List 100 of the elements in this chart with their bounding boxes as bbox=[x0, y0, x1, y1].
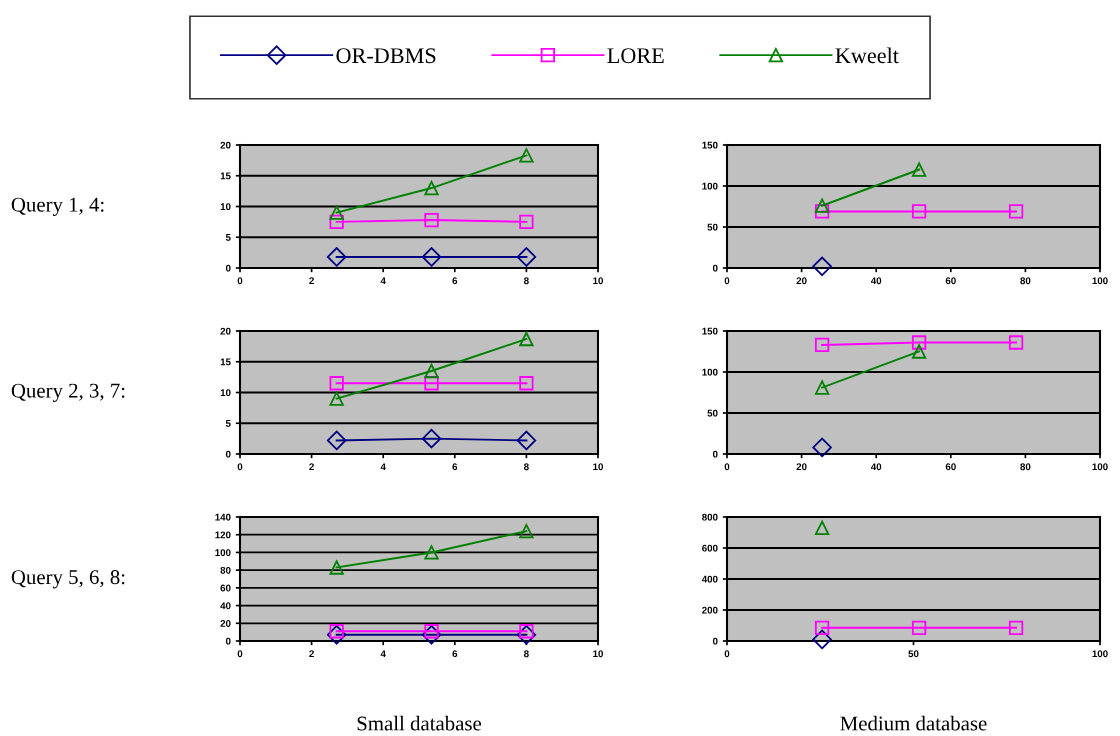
y-tick-label: 200 bbox=[702, 606, 718, 614]
x-tick-label: 10 bbox=[593, 650, 604, 658]
x-tick-label: 80 bbox=[1020, 277, 1031, 285]
point bbox=[326, 430, 347, 451]
y-tick-label: 140 bbox=[215, 513, 231, 521]
x-tick-label: 2 bbox=[309, 650, 314, 658]
x-tick-label: 0 bbox=[237, 650, 243, 658]
x-tick-label: 40 bbox=[870, 277, 882, 285]
x-tick-label: 0 bbox=[724, 277, 730, 285]
y-tick-label: 150 bbox=[702, 141, 718, 149]
point bbox=[329, 214, 344, 230]
x-axis-title: Medium database bbox=[840, 715, 987, 731]
y-axis-title: Query 1, 4: bbox=[11, 197, 104, 216]
x-tick-label: 6 bbox=[452, 463, 458, 471]
point bbox=[516, 247, 537, 267]
point bbox=[814, 520, 830, 536]
y-tick-label: 5 bbox=[225, 420, 231, 427]
y-tick-label: 600 bbox=[702, 544, 718, 552]
y-tick-label: 0 bbox=[225, 637, 231, 645]
point bbox=[424, 624, 439, 639]
point bbox=[812, 437, 832, 458]
y-tick-label: 100 bbox=[702, 182, 718, 190]
y-axis-title: Query 2, 3, 7: bbox=[11, 383, 125, 402]
x-tick-label: 6 bbox=[452, 650, 458, 658]
point bbox=[329, 391, 344, 406]
x-tick-label: 80 bbox=[1020, 463, 1031, 471]
y-tick-label: 0 bbox=[712, 264, 718, 272]
legend-label: OR-DBMS bbox=[336, 48, 436, 64]
point bbox=[814, 204, 830, 219]
x-tick-label: 2 bbox=[309, 277, 314, 285]
point bbox=[814, 380, 830, 395]
y-tick-label: 400 bbox=[701, 575, 718, 583]
point bbox=[421, 247, 442, 267]
point bbox=[814, 620, 830, 635]
x-tick-label: 4 bbox=[380, 463, 386, 471]
point bbox=[812, 629, 832, 650]
y-tick-label: 0 bbox=[712, 637, 718, 645]
x-tick-label: 60 bbox=[945, 463, 956, 471]
x-tick-label: 20 bbox=[796, 463, 807, 471]
point bbox=[329, 205, 344, 220]
point bbox=[1008, 204, 1024, 219]
y-tick-label: 50 bbox=[707, 223, 718, 231]
y-tick-label: 15 bbox=[220, 172, 231, 180]
point bbox=[1008, 335, 1024, 350]
x-tick-label: 8 bbox=[524, 463, 529, 471]
point bbox=[329, 560, 344, 575]
x-tick-label: 10 bbox=[593, 277, 604, 285]
x-tick-label: 4 bbox=[380, 650, 386, 658]
point bbox=[516, 625, 537, 645]
x-tick-label: 50 bbox=[908, 650, 919, 658]
y-tick-label: 15 bbox=[220, 358, 231, 366]
x-tick-label: 4 bbox=[380, 277, 386, 285]
point bbox=[424, 545, 439, 560]
y-tick-label: 150 bbox=[702, 327, 718, 335]
y-tick-label: 80 bbox=[220, 566, 231, 574]
point bbox=[424, 363, 439, 379]
y-tick-label: 20 bbox=[220, 620, 231, 627]
point bbox=[812, 256, 832, 277]
x-tick-label: 0 bbox=[237, 463, 243, 471]
point bbox=[519, 214, 534, 230]
point bbox=[519, 148, 534, 163]
point bbox=[911, 620, 927, 635]
point bbox=[519, 524, 534, 539]
point bbox=[424, 180, 439, 196]
y-tick-label: 20 bbox=[220, 141, 231, 149]
point bbox=[421, 428, 442, 449]
x-tick-label: 10 bbox=[593, 463, 604, 471]
x-tick-label: 40 bbox=[870, 463, 882, 471]
x-tick-label: 100 bbox=[1092, 277, 1108, 285]
x-tick-label: 2 bbox=[309, 463, 314, 471]
x-tick-label: 100 bbox=[1092, 463, 1108, 471]
point bbox=[424, 212, 439, 228]
point bbox=[1008, 620, 1024, 635]
y-tick-label: 10 bbox=[220, 389, 231, 397]
y-tick-label: 60 bbox=[220, 584, 231, 592]
y-tick-label: 5 bbox=[225, 234, 231, 241]
y-axis-title: Query 5, 6, 8: bbox=[11, 570, 125, 589]
x-tick-label: 0 bbox=[724, 463, 730, 471]
x-tick-label: 100 bbox=[1092, 650, 1108, 658]
y-tick-label: 100 bbox=[215, 549, 231, 557]
point bbox=[329, 376, 344, 391]
point bbox=[519, 331, 534, 347]
x-tick-label: 0 bbox=[724, 650, 730, 658]
y-tick-label: 50 bbox=[707, 409, 718, 417]
y-tick-label: 0 bbox=[225, 264, 231, 272]
y-tick-label: 20 bbox=[220, 327, 231, 335]
legend-label: Kweelt bbox=[835, 47, 899, 64]
x-tick-label: 0 bbox=[237, 277, 243, 285]
x-tick-label: 8 bbox=[524, 650, 529, 658]
point bbox=[911, 204, 927, 219]
point bbox=[911, 344, 927, 359]
y-tick-label: 800 bbox=[702, 513, 718, 521]
y-tick-label: 0 bbox=[712, 450, 718, 458]
y-tick-label: 40 bbox=[220, 602, 231, 610]
x-tick-label: 8 bbox=[524, 277, 529, 285]
x-axis-title: Small database bbox=[357, 715, 482, 731]
point bbox=[911, 335, 927, 350]
legend-label: LORE bbox=[607, 48, 664, 64]
point bbox=[421, 625, 442, 645]
point bbox=[814, 198, 830, 213]
